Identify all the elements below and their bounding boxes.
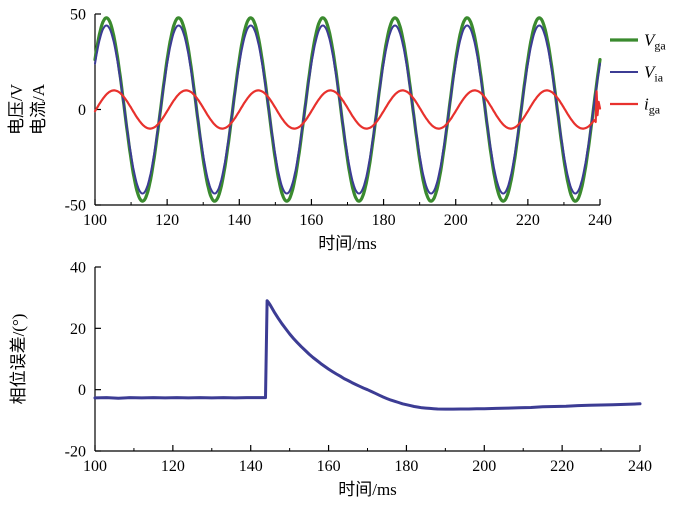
y-tick-label: -50	[65, 198, 86, 215]
y-axis-label: 相位误差/(°)	[9, 314, 28, 405]
x-tick-label: 160	[299, 212, 323, 229]
series-phase_error-line	[93, 299, 642, 411]
x-tick-label: 180	[394, 458, 418, 475]
x-tick-label: 120	[155, 212, 179, 229]
phase-error-chart: 100 120 140 160 180 200 220 240 -20 0 20 40 时间/ms 相位误…	[9, 260, 652, 500]
y-tick-label: 40	[70, 260, 86, 277]
x-tick-label: 100	[83, 458, 107, 475]
legend-label-iga: iga	[644, 95, 661, 117]
y-tick-label: -20	[65, 444, 86, 461]
x-tick-label: 140	[227, 212, 251, 229]
y-tick-label: 20	[70, 321, 86, 338]
y-tick-label: 0	[78, 102, 86, 119]
waveform-chart: 100 120 140 160 180 200 220 240 -50 0 50 时间/ms 电压/V 电…	[7, 7, 666, 254]
x-axis-label: 时间/ms	[338, 480, 397, 499]
x-tick-label: 200	[472, 458, 496, 475]
series-iga-line	[93, 89, 602, 130]
x-tick-label: 220	[550, 458, 574, 475]
x-tick-label: 200	[444, 212, 468, 229]
legend-label-Vga: Vga	[644, 31, 666, 53]
y-tick-label: 50	[70, 7, 86, 24]
x-tick-label: 180	[372, 212, 396, 229]
x-axis-label: 时间/ms	[318, 234, 377, 253]
x-tick-label: 160	[317, 458, 341, 475]
x-tick-label: 100	[83, 212, 107, 229]
series-Via-line	[94, 24, 601, 195]
legend-label-Via: Via	[644, 63, 664, 85]
x-tick-label: 240	[628, 458, 652, 475]
x-tick-label: 140	[239, 458, 263, 475]
y-tick-label: 0	[78, 382, 86, 399]
x-tick-label: 120	[161, 458, 185, 475]
y-axis-label: 电压/V 电流/A	[7, 83, 48, 135]
x-tick-label: 240	[588, 212, 612, 229]
x-tick-label: 220	[516, 212, 540, 229]
